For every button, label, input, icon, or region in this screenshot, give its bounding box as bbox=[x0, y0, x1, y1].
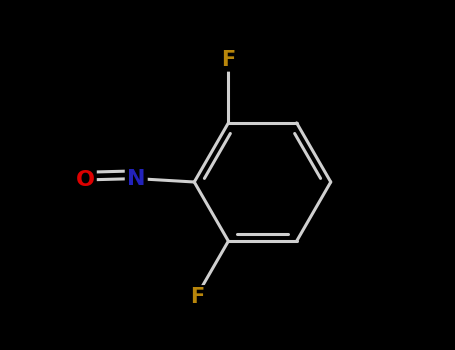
Text: O: O bbox=[76, 170, 95, 190]
Text: F: F bbox=[221, 50, 236, 70]
Text: F: F bbox=[191, 287, 205, 307]
Text: N: N bbox=[127, 169, 146, 189]
